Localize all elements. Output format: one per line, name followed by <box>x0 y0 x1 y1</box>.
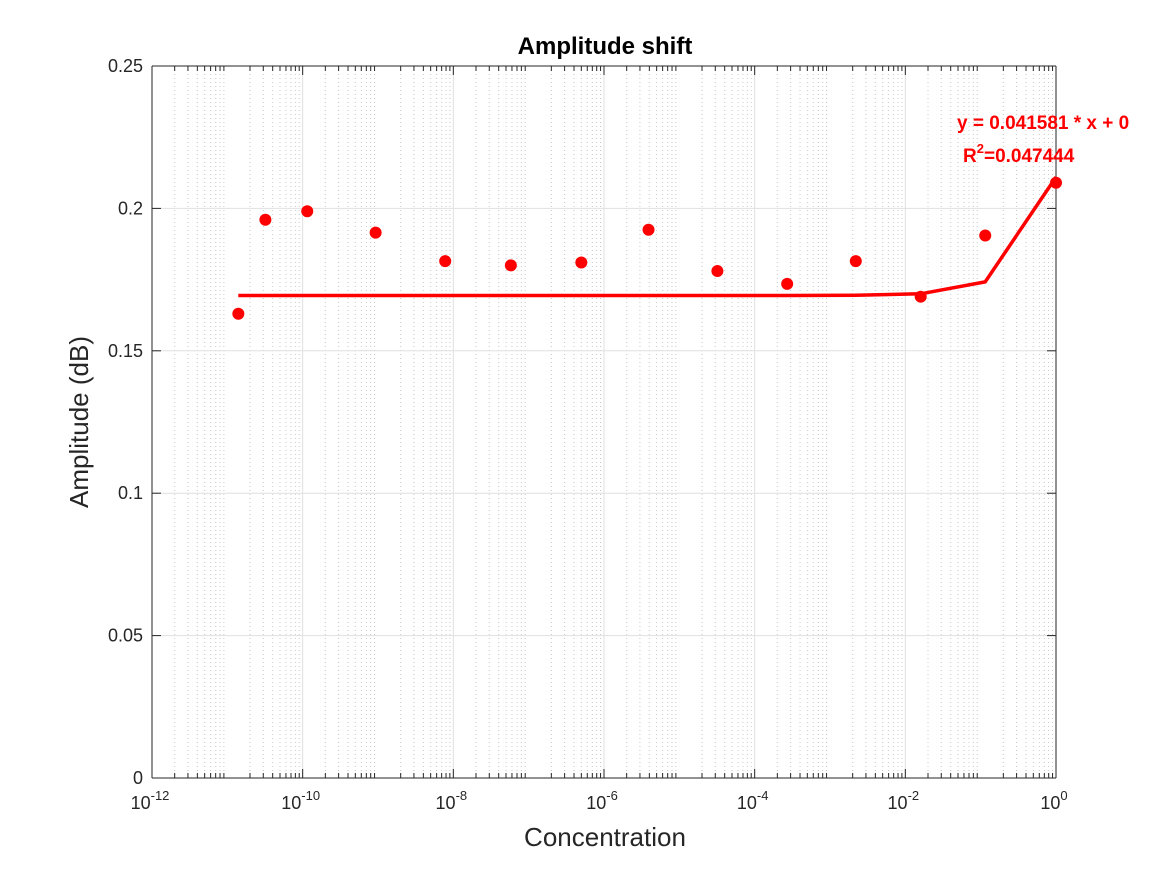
chart-title: Amplitude shift <box>518 33 693 60</box>
y-tick-label: 0.25 <box>108 56 143 76</box>
data-point <box>1050 176 1062 189</box>
data-point <box>504 259 517 272</box>
data-point <box>369 226 382 239</box>
y-tick-label: 0.15 <box>108 341 143 361</box>
x-tick-label: 10-2 <box>888 788 920 813</box>
data-point <box>849 255 862 268</box>
x-tick-label: 10-4 <box>737 788 769 813</box>
data-point <box>301 205 314 218</box>
r-squared-value: =0.047444 <box>984 146 1075 167</box>
fit-equation-annotation: y = 0.041581 * x + 0 <box>957 113 1129 134</box>
data-point <box>439 255 452 268</box>
data-point <box>642 223 655 236</box>
data-point <box>575 256 588 269</box>
data-point <box>979 229 992 242</box>
data-point <box>711 265 724 278</box>
data-series <box>232 176 1062 320</box>
data-point <box>781 277 794 290</box>
fit-series <box>238 176 1058 298</box>
r-squared-superscript: 2 <box>977 141 984 156</box>
y-tick-label: 0.05 <box>108 626 143 646</box>
x-tick-label: 10-6 <box>586 788 618 813</box>
x-axis-label: Concentration <box>524 822 686 852</box>
y-tick-label: 0.2 <box>118 198 143 218</box>
data-point <box>232 307 245 320</box>
data-point <box>914 290 927 303</box>
y-tick-label: 0 <box>133 768 143 788</box>
y-tick-label: 0.1 <box>118 483 143 503</box>
ticks: 10-12 10-10 10-8 10-6 10-4 10-2 100 0 0.05 0.1 0.1… <box>108 56 1068 813</box>
y-axis-label: Amplitude (dB) <box>64 336 94 508</box>
x-tick-label: 10-12 <box>131 788 170 813</box>
x-tick-label: 10-8 <box>436 788 468 813</box>
grid <box>151 65 1057 779</box>
x-tick-label: 100 <box>1040 788 1067 813</box>
x-tick-label: 10-10 <box>281 788 320 813</box>
fit-line <box>238 176 1058 298</box>
r-squared-annotation: R2=0.047444 <box>963 141 1075 167</box>
data-point <box>259 213 272 226</box>
r-squared-symbol: R <box>963 146 977 167</box>
